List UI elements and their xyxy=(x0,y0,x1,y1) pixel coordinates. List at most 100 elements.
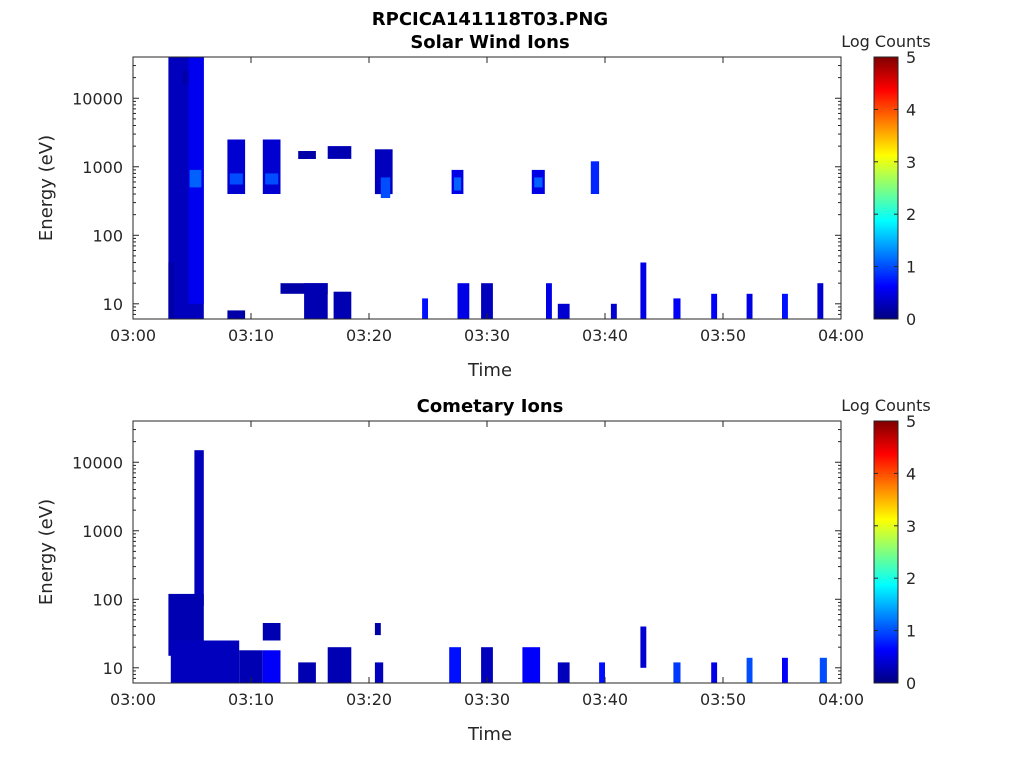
y-tick-label: 1000 xyxy=(82,522,123,541)
heatmap-cells xyxy=(168,57,824,319)
plot-frame xyxy=(132,420,842,684)
y-tick-label: 10 xyxy=(103,659,123,678)
colorbar-tick-label: 5 xyxy=(906,412,916,431)
heatmap-cell xyxy=(640,626,647,668)
x-axis-label: Time xyxy=(467,724,512,745)
colorbar-gradient xyxy=(873,56,899,320)
heatmap-cell xyxy=(819,657,827,683)
heatmap-cell xyxy=(590,161,600,194)
heatmap-cell xyxy=(380,177,391,198)
panel-title: Cometary Ions xyxy=(417,396,564,417)
x-axis: 03:00 03:10 03:20 03:30 03:40 03:50 04:00 xyxy=(110,421,864,709)
colorbar-tick-label: 1 xyxy=(906,622,916,641)
heatmap-cell xyxy=(304,283,328,319)
x-tick-label: 03:50 xyxy=(700,326,746,345)
heatmap-cell xyxy=(262,623,281,641)
colorbar-gradient xyxy=(873,420,899,684)
heatmap-cell xyxy=(449,647,461,683)
heatmap-cell xyxy=(265,173,279,185)
heatmap-cell xyxy=(327,647,352,683)
x-tick-label: 03:00 xyxy=(110,326,156,345)
colorbar-tick-label: 3 xyxy=(906,517,916,536)
heatmap-cell xyxy=(557,303,570,319)
heatmap-cell xyxy=(610,303,617,319)
y-axis: 10 100 1000 10000 xyxy=(72,56,841,320)
colorbar-label: Log Counts xyxy=(841,32,931,51)
heatmap-cell xyxy=(298,151,316,159)
panel-cometary: Cometary Ions 03:00 03:10 03:20 03:30 03:40 0… xyxy=(36,396,931,745)
y-tick-label: 100 xyxy=(92,226,123,245)
heatmap-cell xyxy=(227,139,246,194)
panel-title: Solar Wind Ions xyxy=(410,32,569,53)
heatmap-cells xyxy=(168,450,827,683)
heatmap-cell xyxy=(170,640,240,683)
x-tick-label: 03:10 xyxy=(228,326,274,345)
heatmap-cell xyxy=(673,662,681,683)
heatmap-cell xyxy=(262,139,281,194)
heatmap-cell xyxy=(522,647,541,683)
heatmap-cell xyxy=(189,169,202,188)
colorbar-tick-label: 4 xyxy=(906,464,916,483)
heatmap-cell xyxy=(746,293,753,319)
colorbar-label: Log Counts xyxy=(841,396,931,415)
x-tick-label: 03:00 xyxy=(110,690,156,709)
heatmap-cell xyxy=(374,662,384,683)
heatmap-cell xyxy=(239,650,263,683)
x-tick-label: 03:20 xyxy=(346,326,392,345)
heatmap-cell xyxy=(711,293,718,319)
heatmap-cell xyxy=(194,450,204,606)
figure-title: RPCICA141118T03.PNG xyxy=(372,9,608,30)
y-axis-label: Energy (eV) xyxy=(36,135,57,241)
y-axis-label: Energy (eV) xyxy=(36,499,57,605)
y-tick-label: 10000 xyxy=(72,453,123,472)
heatmap-cell xyxy=(262,650,281,683)
x-tick-label: 03:50 xyxy=(700,690,746,709)
heatmap-cell xyxy=(557,662,570,683)
heatmap-cell xyxy=(817,283,824,319)
y-tick-label: 100 xyxy=(92,590,123,609)
x-tick-label: 04:00 xyxy=(818,690,864,709)
y-tick-label: 1000 xyxy=(82,158,123,177)
heatmap-cell xyxy=(168,262,175,319)
x-tick-label: 04:00 xyxy=(818,326,864,345)
heatmap-cell xyxy=(599,662,605,683)
x-axis-label: Time xyxy=(467,360,512,381)
heatmap-cell xyxy=(546,283,552,319)
heatmap-cell xyxy=(782,657,788,683)
heatmap-cell xyxy=(640,262,647,319)
heatmap-cell xyxy=(481,283,493,319)
x-tick-label: 03:40 xyxy=(582,690,628,709)
heatmap-cell xyxy=(229,173,243,185)
y-tick-label: 10 xyxy=(103,295,123,314)
colorbar-tick-label: 4 xyxy=(906,100,916,119)
heatmap-cell xyxy=(374,623,381,636)
x-tick-label: 03:20 xyxy=(346,690,392,709)
heatmap-cell xyxy=(454,177,462,191)
heatmap-cell xyxy=(711,662,718,683)
y-tick-label: 10000 xyxy=(72,89,123,108)
colorbar: Log Counts 0 1 2 3 4 5 xyxy=(841,396,931,693)
heatmap-cell xyxy=(534,177,543,188)
colorbar: Log Counts 0 1 2 3 4 5 xyxy=(841,32,931,329)
heatmap-cell xyxy=(782,293,788,319)
heatmap-cell xyxy=(746,657,753,683)
x-tick-label: 03:40 xyxy=(582,326,628,345)
heatmap-cell xyxy=(298,662,316,683)
colorbar-tick-label: 2 xyxy=(906,205,916,224)
heatmap-cell xyxy=(422,298,428,319)
x-tick-label: 03:10 xyxy=(228,690,274,709)
heatmap-cell xyxy=(227,310,246,319)
plot-frame xyxy=(132,56,842,320)
heatmap-cell xyxy=(333,291,352,319)
colorbar-tick-label: 1 xyxy=(906,258,916,277)
x-tick-label: 03:30 xyxy=(464,326,510,345)
heatmap-cell xyxy=(327,146,352,159)
colorbar-tick-label: 0 xyxy=(906,674,916,693)
heatmap-cell xyxy=(673,298,681,319)
heatmap-cell xyxy=(481,647,493,683)
heatmap-cell xyxy=(457,283,470,319)
x-axis: 03:00 03:10 03:20 03:30 03:40 03:50 04:00 xyxy=(110,57,864,345)
colorbar-tick-label: 0 xyxy=(906,310,916,329)
x-tick-label: 03:30 xyxy=(464,690,510,709)
